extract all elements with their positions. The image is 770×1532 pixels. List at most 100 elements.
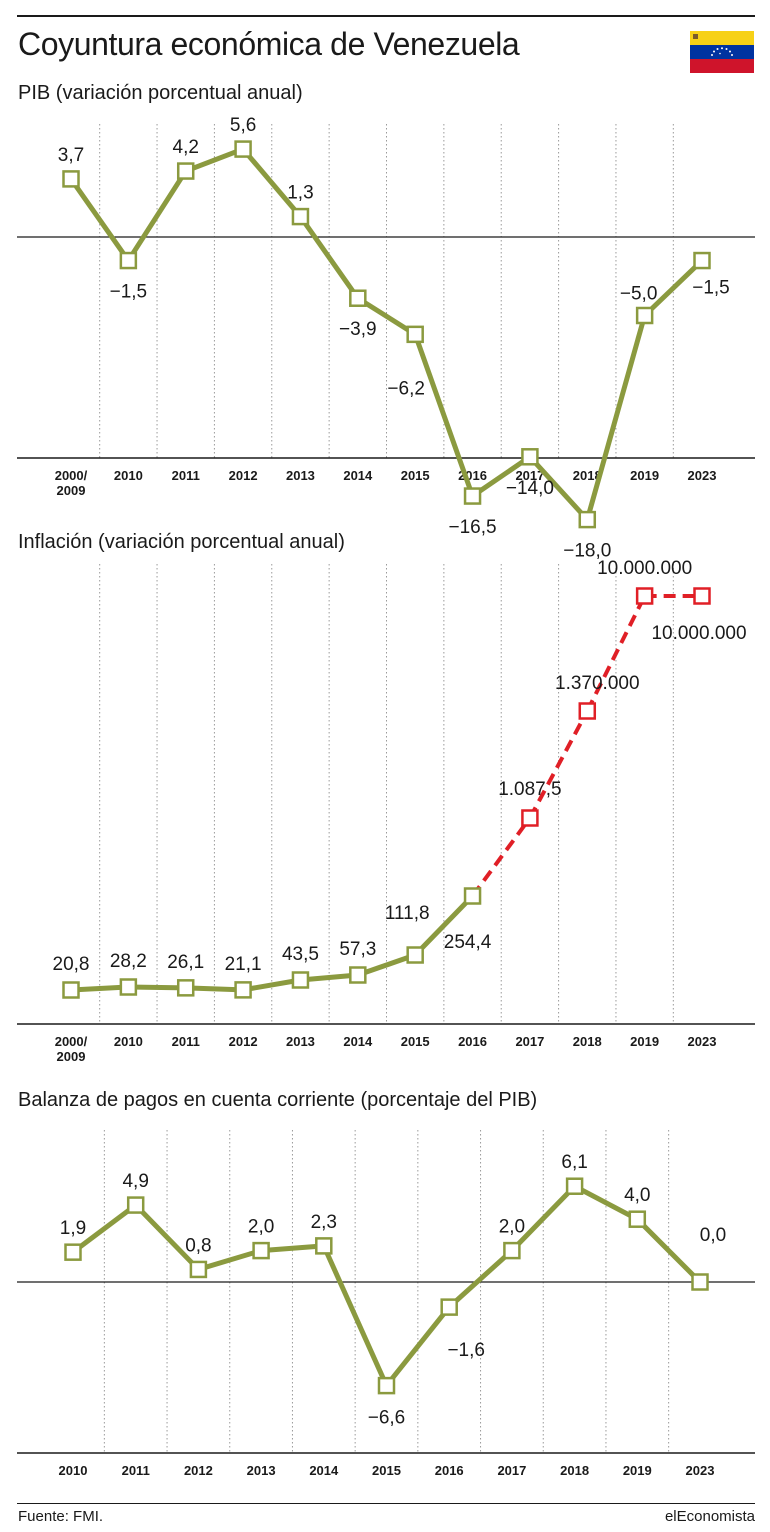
data-label: −14,0 [506, 478, 554, 499]
data-point [406, 946, 424, 964]
x-tick-label: 2010 [114, 468, 143, 483]
x-tick-label: 2017 [515, 1034, 544, 1049]
x-tick-label: 2015 [401, 468, 430, 483]
data-label: −6,6 [368, 1408, 406, 1429]
flag-red-band [690, 59, 754, 73]
x-tick-label: 2016 [435, 1463, 464, 1478]
series-segment [635, 1217, 702, 1284]
current-account-chart: 2010 2011 2012 2013 2014 2015 2016 2017 2018 2019… [17, 1130, 755, 1478]
data-point [349, 289, 367, 307]
data-point-projected [635, 587, 654, 605]
data-label: 26,1 [167, 952, 204, 973]
data-point [126, 1196, 145, 1214]
data-point-projected [693, 587, 711, 605]
data-label: −16,5 [449, 517, 497, 538]
data-label: 4,0 [624, 1185, 650, 1206]
x-tick-label: 2011 [172, 468, 200, 483]
series-segment [128, 984, 186, 991]
series-segment [70, 984, 129, 993]
x-tick-label: 2014 [343, 468, 373, 483]
x-tick-label: 2018 [573, 1034, 602, 1049]
data-point [565, 1177, 584, 1195]
data-point [463, 487, 482, 505]
data-point [119, 978, 138, 996]
flag-blue-band [690, 45, 754, 59]
flag-coat-of-arms [693, 34, 698, 39]
data-point [252, 1241, 270, 1260]
data-point [189, 1260, 208, 1279]
data-point-projected [578, 702, 597, 720]
x-tick-label: 2013 [286, 468, 315, 483]
data-point [234, 981, 252, 999]
series-segment [356, 296, 417, 337]
data-point [440, 1298, 458, 1316]
data-label: 20,8 [53, 954, 90, 975]
top-rule [17, 15, 755, 17]
series-segment [447, 1248, 514, 1309]
data-label: 10.000.000 [597, 558, 692, 579]
data-point [628, 1210, 647, 1228]
series-segment [241, 147, 303, 219]
data-label: 254,4 [444, 932, 492, 953]
data-label: 57,3 [339, 939, 376, 960]
data-label: 0,0 [700, 1225, 726, 1246]
inflation-chart: 2000/2009 2010 2011 2012 2013 2014 2015 2016 201… [17, 558, 755, 1064]
flag-stars [711, 47, 733, 56]
series-segment [642, 258, 704, 318]
series-segment-projected [585, 595, 647, 712]
data-label: 28,2 [110, 951, 147, 972]
data-label: 4,9 [122, 1171, 148, 1192]
data-label: 2,0 [248, 1217, 274, 1238]
data-label: −1,5 [110, 282, 148, 303]
data-point [64, 1243, 82, 1261]
data-label: 0,8 [185, 1235, 211, 1256]
data-label: 1.087,5 [498, 779, 561, 800]
series-segment [133, 1203, 201, 1272]
flag-yellow-band [690, 31, 754, 45]
series-segment [197, 1248, 262, 1272]
series-segment [584, 314, 648, 521]
series-segment-projected [528, 710, 590, 819]
data-label: −3,9 [339, 319, 377, 340]
series-segment [260, 1243, 324, 1254]
source-note: Fuente: FMI. [18, 1508, 104, 1525]
series-segment [242, 977, 301, 993]
x-tick-label: 2013 [286, 1034, 315, 1049]
x-tick-label: 2011 [172, 1034, 200, 1049]
series-segment [510, 1184, 577, 1253]
data-label: 1,9 [60, 1218, 86, 1239]
series-segment [412, 333, 475, 497]
data-point [578, 510, 597, 529]
x-tick-label: 2013 [247, 1463, 276, 1478]
x-tick-label: 2010 [59, 1463, 88, 1478]
series-segment [300, 972, 359, 983]
data-point [62, 170, 80, 188]
x-tick-label: 2017 [497, 1463, 526, 1478]
x-tick-label: 2023 [688, 1034, 717, 1049]
series-segment [413, 894, 475, 957]
data-point [119, 251, 138, 270]
series-segment [573, 1184, 639, 1222]
data-label: 3,7 [58, 145, 84, 166]
data-label: 43,5 [282, 944, 319, 965]
x-tick-label: 2018 [560, 1463, 589, 1478]
data-point [693, 251, 711, 270]
series-segment [298, 215, 360, 300]
data-point [503, 1241, 521, 1260]
series-segment [321, 1244, 389, 1387]
data-label: 1,3 [287, 183, 313, 204]
page-title: Coyuntura económica de Venezuela [18, 26, 520, 62]
series-segment [384, 1305, 452, 1388]
data-point [62, 981, 80, 999]
inflation-chart-title: Inflación (variación porcentual anual) [18, 531, 345, 553]
venezuela-flag-icon [690, 31, 754, 73]
data-label: −5,0 [620, 284, 658, 305]
x-tick-label: 2016 [458, 1034, 487, 1049]
x-tick-label: 2012 [184, 1463, 213, 1478]
current-account-chart-title: Balanza de pagos en cuenta corriente (po… [18, 1089, 538, 1111]
series-segment [71, 1203, 138, 1255]
x-tick-label: 2000/2009 [55, 1034, 88, 1064]
x-tick-label: 2018 [573, 468, 602, 483]
data-label: 2,3 [311, 1212, 337, 1233]
